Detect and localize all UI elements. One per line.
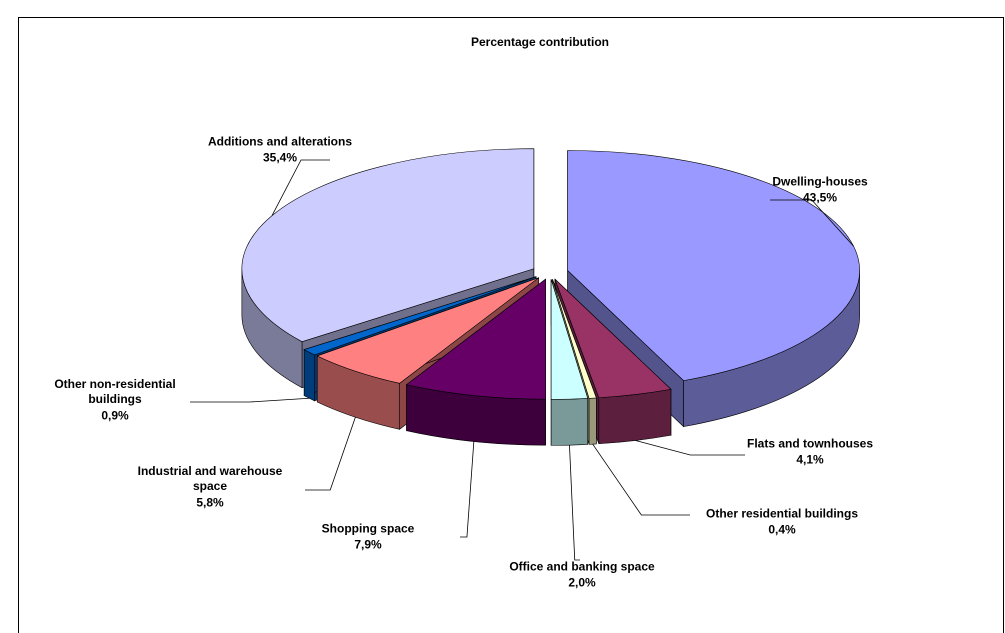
slice-label: Flats and townhouses <box>746 436 873 451</box>
slice-value-label: 0,9% <box>101 408 129 423</box>
leader-line <box>190 397 310 403</box>
pie-slice <box>316 277 539 384</box>
slice-value-label: 7,9% <box>354 537 382 552</box>
pie-slice <box>554 278 672 399</box>
slice-value-label: 43,5% <box>802 190 838 205</box>
slice <box>405 278 546 446</box>
slice-value-label: 4,1% <box>796 452 824 467</box>
leader-line <box>592 443 690 516</box>
pie-slice <box>303 276 537 356</box>
slice-side <box>550 398 589 446</box>
leader-line <box>635 440 745 456</box>
leader-line <box>305 417 356 491</box>
leader-line <box>460 441 475 538</box>
slice-label: Additions and alterations <box>207 134 352 149</box>
slice-value-label: 35,4% <box>262 150 298 165</box>
slice-label: Dwelling-houses <box>772 174 868 189</box>
leader-line <box>569 445 580 561</box>
chart-border <box>18 17 1004 633</box>
slice-label: Other non-residential buildings <box>54 377 176 406</box>
slice-label: Other residential buildings <box>705 506 859 521</box>
slice-value-label: 5,8% <box>196 495 224 510</box>
slice-label: Industrial and warehouse space <box>137 464 283 493</box>
pie-slice <box>550 279 589 400</box>
pie-slice <box>405 278 546 400</box>
slice-side <box>588 397 597 445</box>
slice-side <box>598 388 672 445</box>
leader-line <box>770 199 854 247</box>
leader-line <box>271 159 330 216</box>
slice-side <box>303 349 315 402</box>
slice-value-label: 0,4% <box>768 522 796 537</box>
chart-title: Percentage contribution <box>470 35 610 49</box>
slice <box>550 279 589 446</box>
pie-slice <box>552 279 597 399</box>
slice-value-label: 2,0% <box>568 575 596 590</box>
slice-label: Office and banking space <box>509 559 655 574</box>
slice-label: Shopping space <box>321 521 415 536</box>
